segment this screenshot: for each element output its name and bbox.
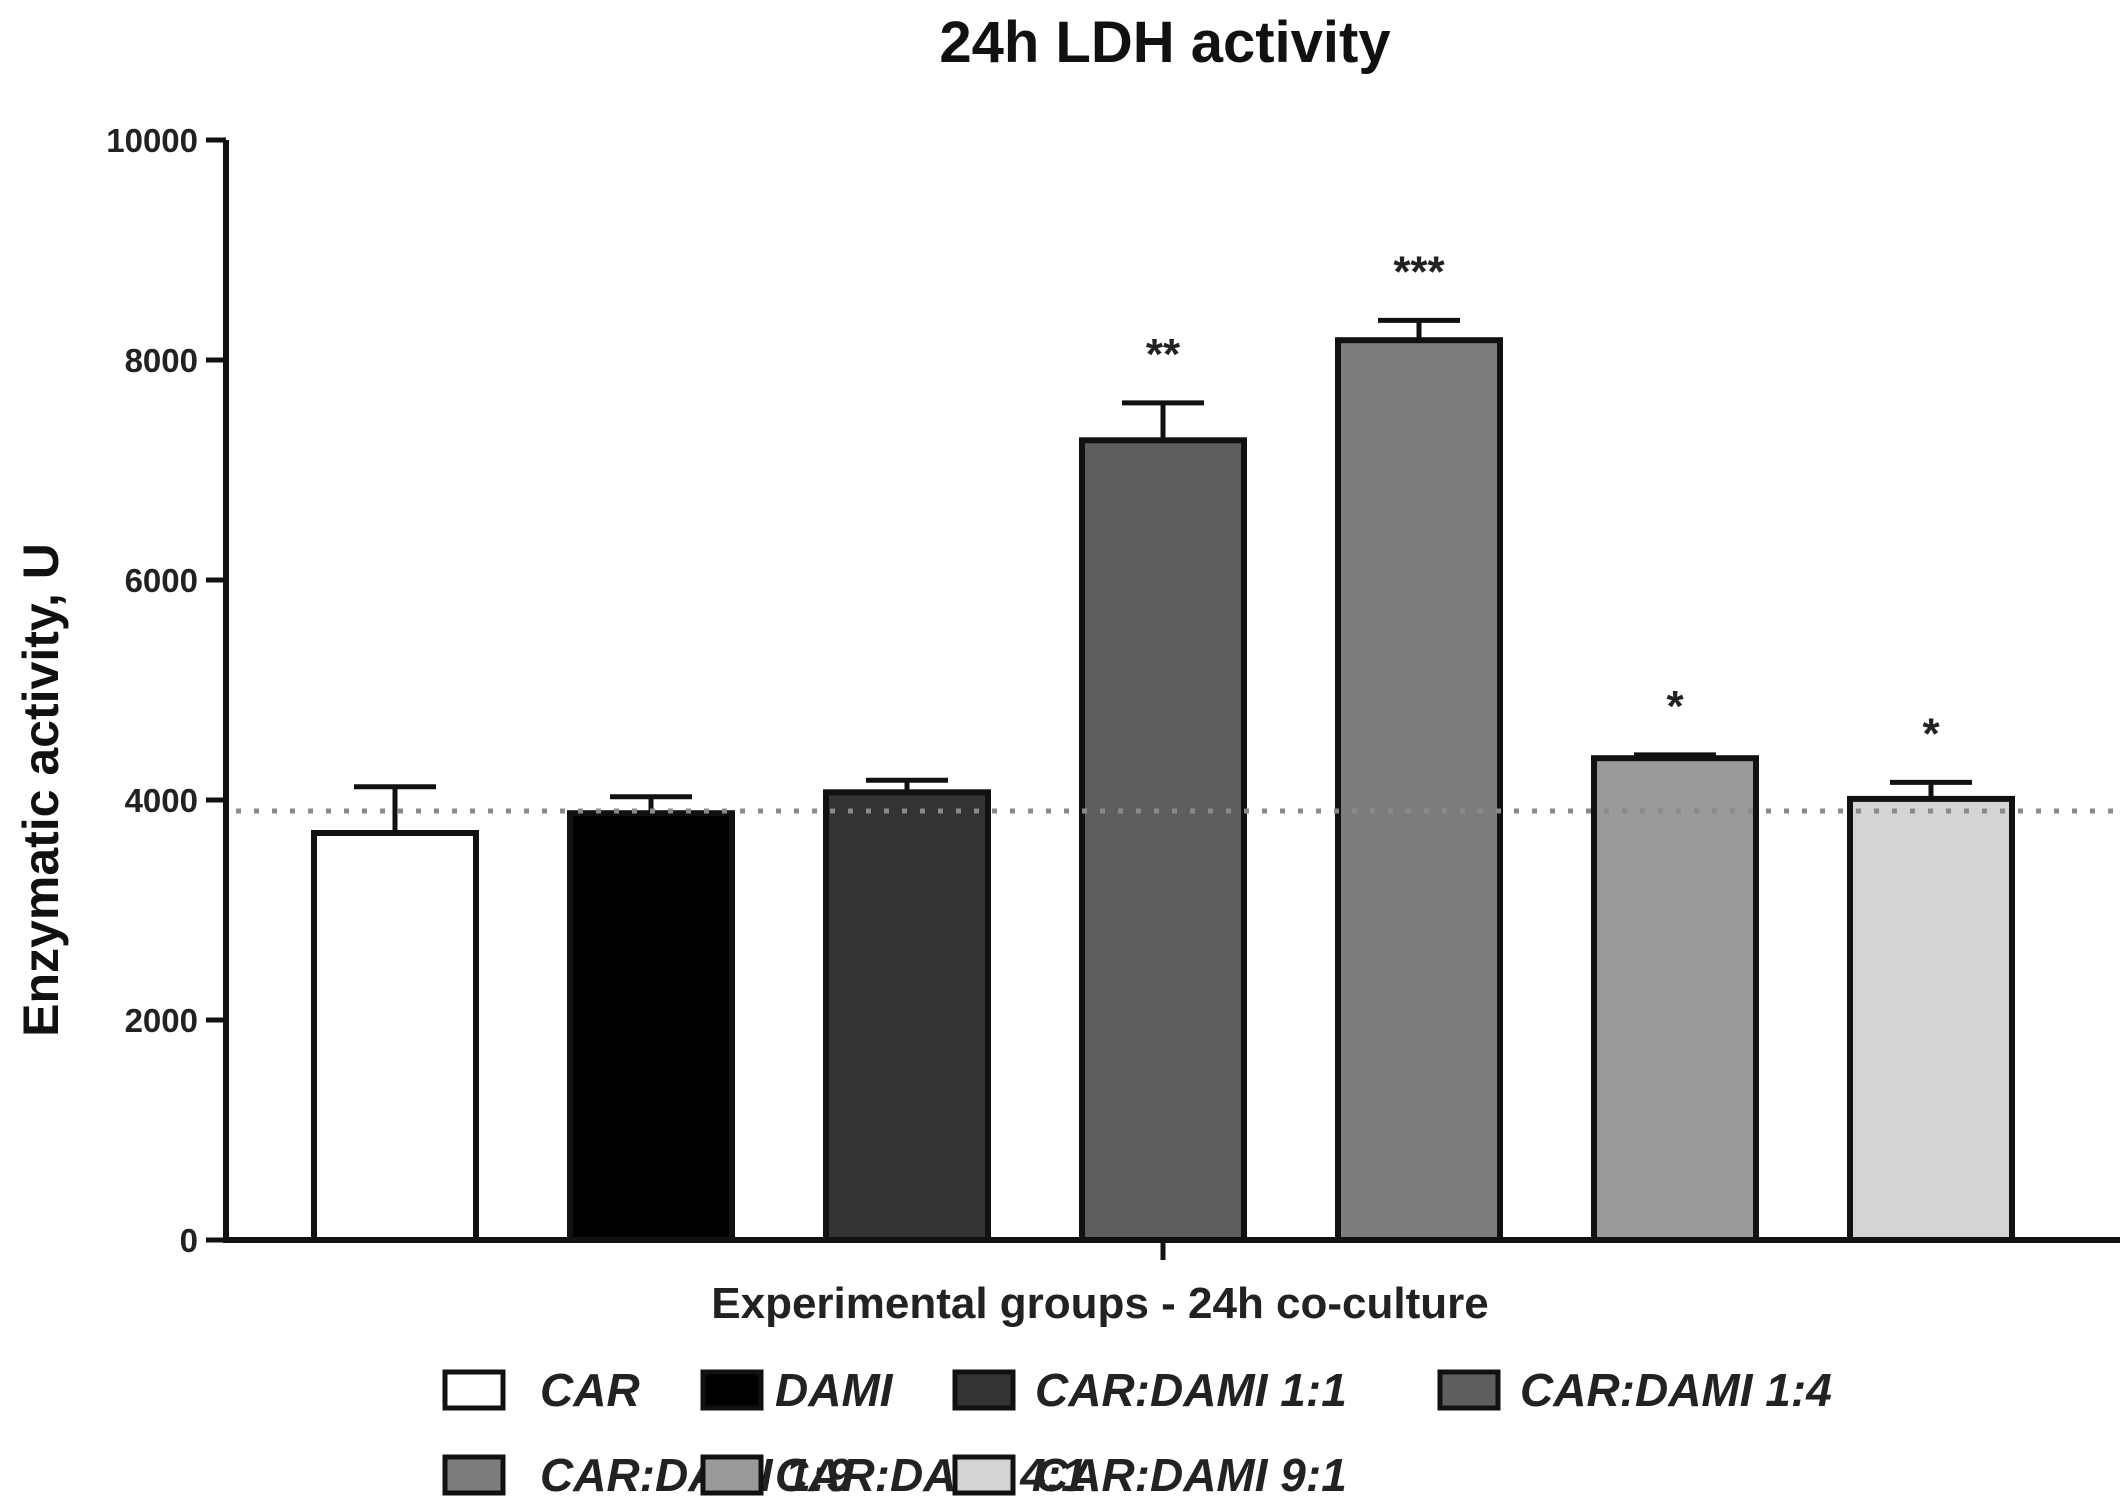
legend-item: DAMI bbox=[700, 1364, 894, 1416]
chart-title: 24h LDH activity bbox=[939, 10, 1390, 75]
x-axis-label: Experimental groups - 24h co-culture bbox=[711, 1279, 1489, 1328]
legend-label: CAR:DAMI 4:1 bbox=[775, 1449, 1087, 1501]
legend-label: DAMI bbox=[775, 1364, 894, 1416]
y-tick-label: 0 bbox=[180, 1222, 198, 1259]
legend-swatch bbox=[700, 1369, 764, 1411]
significance-label: *** bbox=[1393, 247, 1445, 296]
bar bbox=[823, 789, 991, 1243]
legend-item: CAR:DAMI 4:1 bbox=[700, 1449, 1087, 1501]
bar bbox=[567, 810, 735, 1243]
y-tick-label: 6000 bbox=[125, 562, 198, 599]
legend-swatch bbox=[442, 1369, 506, 1411]
legend-item: CAR bbox=[442, 1364, 640, 1416]
legend-label: CAR:DAMI 1:4 bbox=[1520, 1364, 1832, 1416]
legend-label: CAR:DAMI 9:1 bbox=[1035, 1449, 1347, 1501]
bar bbox=[1079, 437, 1247, 1243]
bar bbox=[311, 830, 479, 1243]
y-tick-label: 8000 bbox=[125, 342, 198, 379]
legend-item: CAR:DAMI 1:4 bbox=[1437, 1364, 1832, 1416]
legend-swatch bbox=[442, 1454, 506, 1496]
legend-swatch bbox=[700, 1454, 764, 1496]
legend-label: CAR:DAMI 1:1 bbox=[1035, 1364, 1347, 1416]
legend-label: CAR:DAMI 1:9 bbox=[540, 1449, 852, 1501]
y-tick-label: 2000 bbox=[125, 1002, 198, 1039]
legend-swatch bbox=[1437, 1369, 1501, 1411]
legend-item: CAR:DAMI 9:1 bbox=[952, 1449, 1347, 1501]
legend: CAR DAMI CAR:DAMI 1:1 CAR:DAMI 1:4 CAR:DAMI … bbox=[442, 1364, 1832, 1501]
bar bbox=[1591, 755, 1759, 1243]
legend-item: CAR:DAMI 1:9 bbox=[442, 1449, 852, 1501]
significance-label: * bbox=[1922, 709, 1940, 758]
bar bbox=[1335, 337, 1503, 1243]
y-tick-label: 10000 bbox=[106, 122, 198, 159]
significance-label: ** bbox=[1146, 330, 1181, 379]
legend-item: CAR:DAMI 1:1 bbox=[952, 1364, 1347, 1416]
legend-label: CAR bbox=[540, 1364, 640, 1416]
y-axis-label: Enzymatic activity, U bbox=[13, 543, 69, 1037]
y-tick-label: 4000 bbox=[125, 782, 198, 819]
legend-swatch bbox=[952, 1454, 1016, 1496]
legend-swatch bbox=[952, 1369, 1016, 1411]
bar bbox=[1847, 795, 2015, 1244]
significance-label: * bbox=[1666, 682, 1684, 731]
